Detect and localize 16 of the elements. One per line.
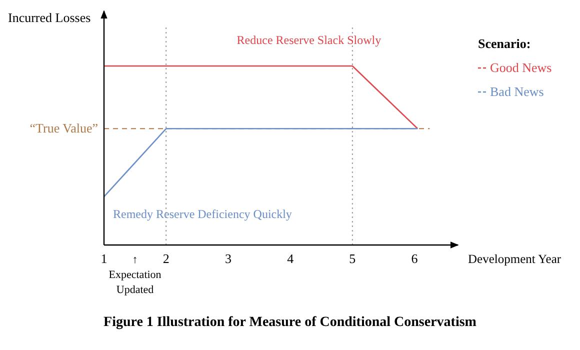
text: Reduce Reserve Slack Slowly bbox=[236, 33, 382, 47]
x-tick-label: 3 bbox=[224, 251, 232, 266]
legend-title: Scenario: bbox=[478, 36, 531, 51]
x-tick-label: 6 bbox=[411, 251, 418, 266]
text: Figure 1 Illustration for Measure of Conditional Conservatism bbox=[104, 315, 477, 330]
x-tick-label: 1 bbox=[100, 251, 108, 266]
x-tick-label: 5 bbox=[349, 251, 356, 266]
legend-label: Bad News bbox=[490, 84, 544, 99]
x-tick-label: 2 bbox=[162, 251, 170, 266]
text: ↑ Expectation Updated bbox=[108, 254, 162, 296]
x-axis-title: Development Year bbox=[468, 252, 562, 266]
ref-line-label: “True Value” bbox=[30, 120, 98, 136]
y-axis-title: Incurred Losses bbox=[8, 10, 91, 25]
x-tick-label: 4 bbox=[287, 251, 294, 266]
annotation: Remedy Reserve Deficiency Quickly bbox=[113, 207, 292, 221]
legend-label: Good News bbox=[490, 60, 552, 75]
